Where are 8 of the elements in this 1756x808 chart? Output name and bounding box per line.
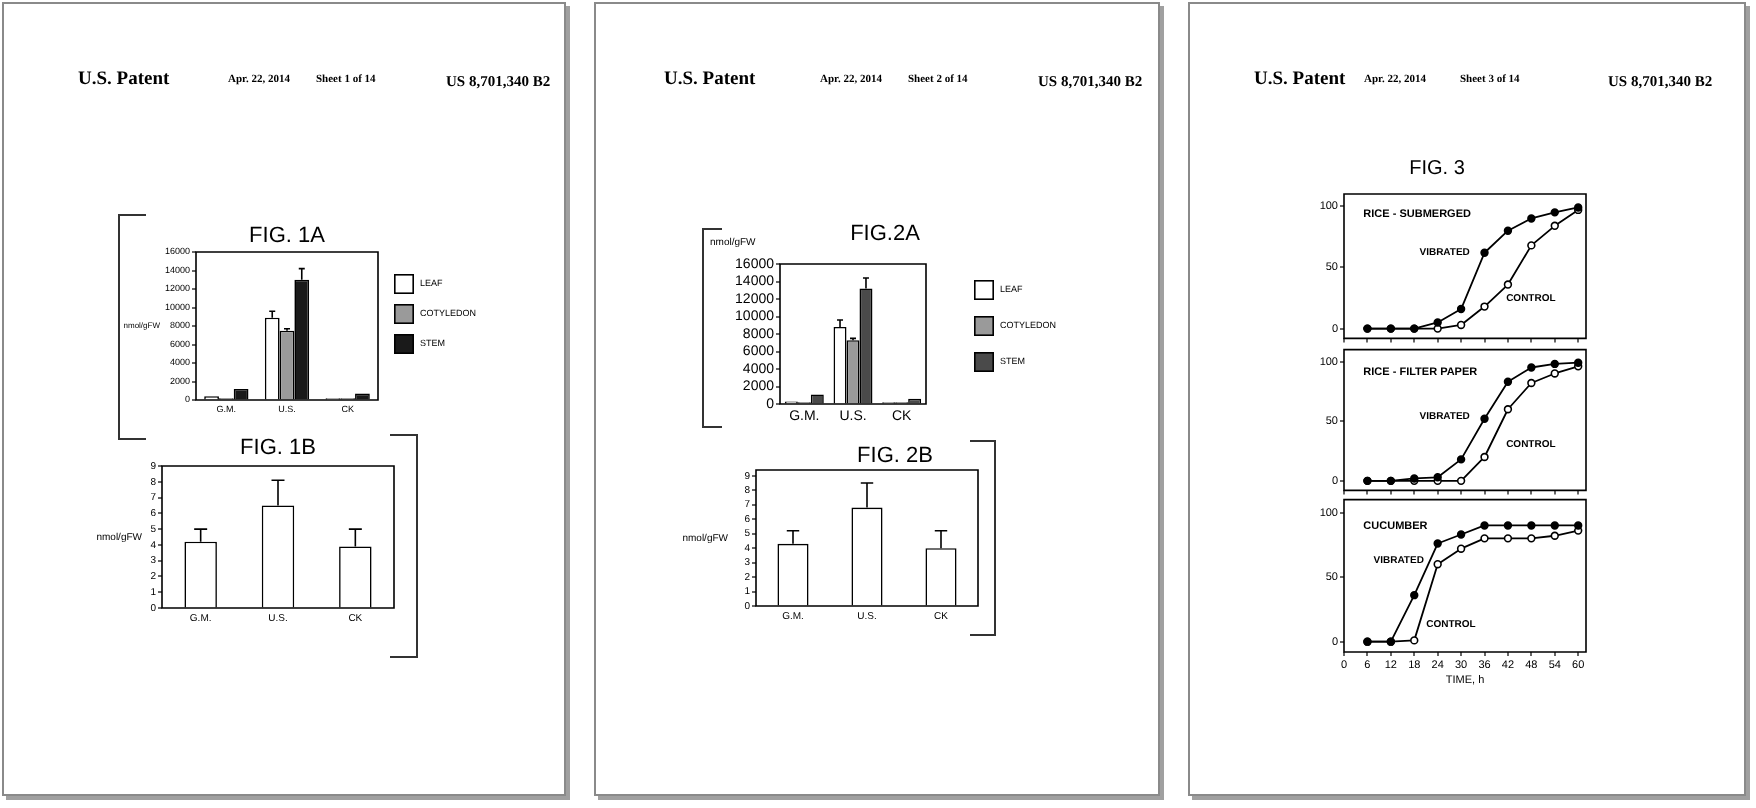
chart-title: FIG. 1A bbox=[249, 224, 327, 249]
text: U.S. Patent bbox=[1254, 70, 1346, 92]
text: U.S. Patent bbox=[664, 70, 756, 92]
text: U.S. Patent bbox=[78, 70, 170, 92]
chart-title: FIG. 1B bbox=[240, 436, 316, 461]
chart-title: FIG.2A bbox=[850, 222, 922, 247]
chart-title: FIG. 2B bbox=[857, 444, 933, 469]
chart-title: FIG. 3 bbox=[1409, 157, 1466, 180]
